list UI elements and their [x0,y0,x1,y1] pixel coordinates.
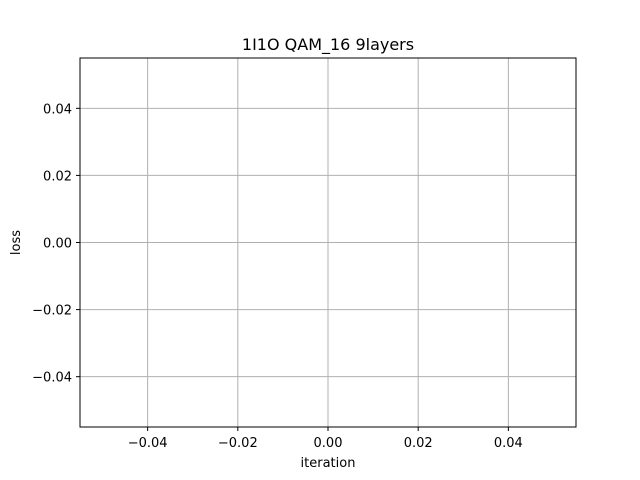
plot-frame [79,57,577,428]
y-tick-label: −0.02 [32,304,72,319]
x-tick-label: 0.02 [404,436,433,451]
y-tick-label: 0.00 [43,237,72,252]
y-tick-label: 0.02 [43,169,72,184]
grid-layer [80,58,576,427]
tick-layer: −0.04 −0.02 0.00 0.02 0.04 0.04 0.02 0.00 −0.02 −… [32,102,523,451]
y-axis-label: loss [9,230,24,255]
x-axis-label: iteration [301,456,356,471]
x-tick-label: 0.00 [314,436,343,451]
y-tick-label: 0.04 [43,102,72,117]
chart-title: 1I1O QAM_16 9layers [242,35,414,55]
x-tick-label: −0.02 [218,436,258,451]
x-tick-label: −0.04 [128,436,168,451]
y-tick-label: −0.04 [32,371,72,386]
x-tick-label: 0.04 [494,436,523,451]
